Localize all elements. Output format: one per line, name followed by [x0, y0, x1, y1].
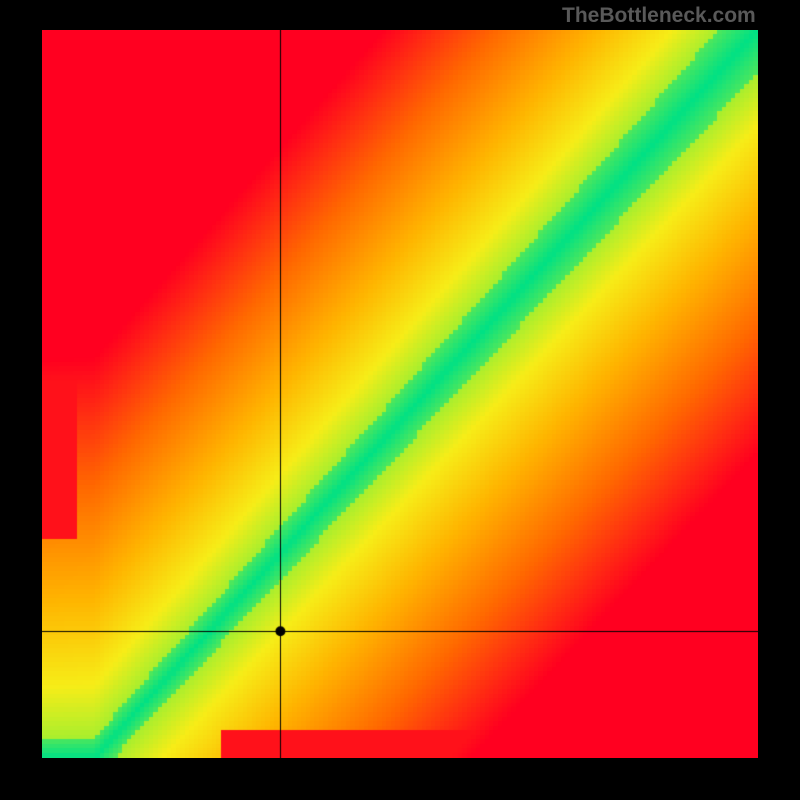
- watermark-text: TheBottleneck.com: [562, 4, 756, 28]
- figure-root: TheBottleneck.com: [0, 0, 800, 800]
- plot-area: [42, 30, 758, 758]
- heatmap-canvas: [42, 30, 758, 758]
